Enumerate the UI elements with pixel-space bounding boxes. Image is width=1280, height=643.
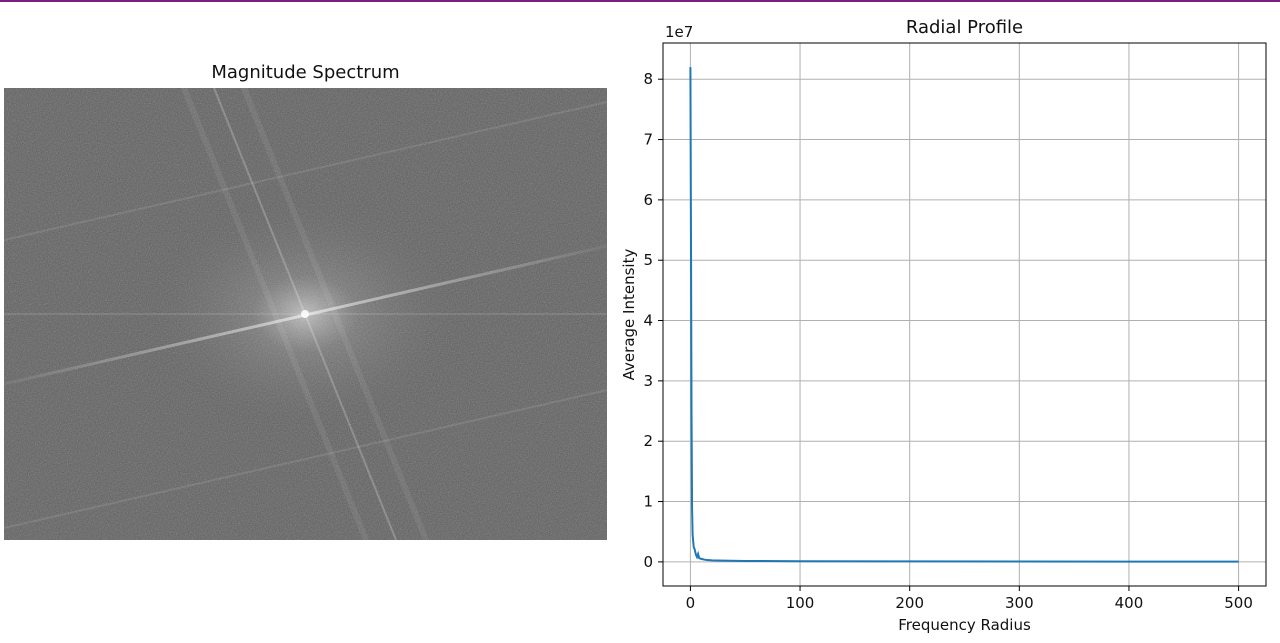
spectrum-dc-peak — [301, 310, 309, 318]
x-tick-label: 0 — [686, 594, 696, 612]
y-tick-label: 8 — [643, 70, 653, 88]
x-tick-label: 500 — [1224, 594, 1253, 612]
x-tick-label: 400 — [1115, 594, 1144, 612]
y-tick-label: 1 — [643, 493, 653, 511]
y-tick-label: 6 — [643, 191, 653, 209]
x-axis-label: Frequency Radius — [898, 616, 1031, 634]
y-tick-label: 2 — [643, 432, 653, 450]
y-tick-label: 5 — [643, 251, 653, 269]
y-axis-offset-label: 1e7 — [665, 23, 693, 41]
spectrum-graphic — [4, 88, 607, 540]
y-tick-label: 4 — [643, 312, 653, 330]
x-axis-ticks: 0 100 200 300 400 500 — [686, 586, 1253, 612]
chart-title: Radial Profile — [906, 17, 1023, 38]
magnitude-spectrum-image — [4, 88, 607, 540]
series-line — [689, 67, 1239, 563]
plot-frame — [662, 42, 1267, 587]
y-tick-label: 3 — [643, 372, 653, 390]
y-tick-label: 0 — [643, 553, 653, 571]
y-tick-label: 7 — [643, 131, 653, 149]
x-tick-label: 300 — [1005, 594, 1034, 612]
window-top-border — [0, 0, 1280, 2]
radial-profile-chart: 0 100 200 300 400 500 0 1 2 3 4 5 6 7 8 Radial Profil… — [620, 17, 1267, 634]
spectrum-title: Magnitude Spectrum — [211, 62, 400, 83]
chart-grid — [663, 43, 1266, 586]
x-tick-label: 200 — [895, 594, 924, 612]
y-axis-label: Average Intensity — [620, 249, 638, 381]
y-axis-ticks: 0 1 2 3 4 5 6 7 8 — [643, 70, 663, 571]
x-tick-label: 100 — [786, 594, 815, 612]
